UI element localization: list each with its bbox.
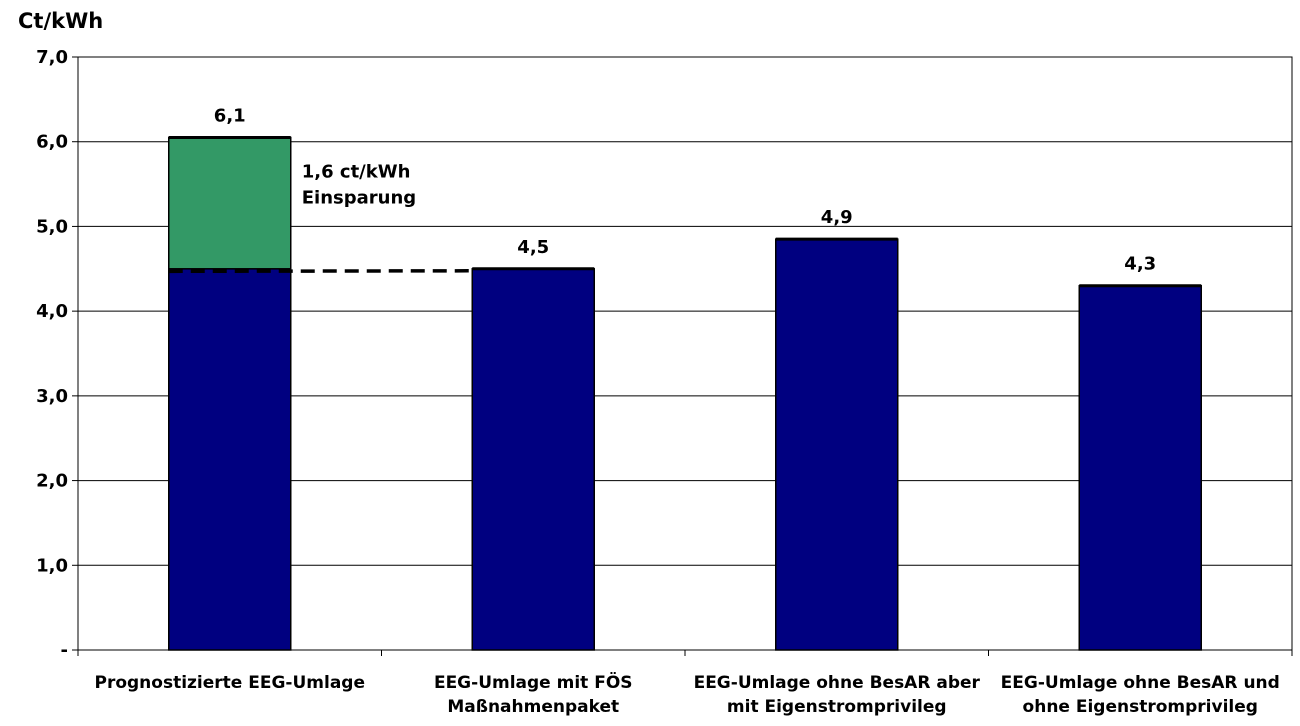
category-label: ohne Eigenstromprivileg xyxy=(1023,697,1258,717)
y-tick-label: 5,0 xyxy=(36,216,68,237)
bar xyxy=(471,268,595,651)
axes xyxy=(72,56,1293,656)
y-tick-label: 6,0 xyxy=(36,132,68,153)
y-tick-label: 7,0 xyxy=(36,47,68,68)
labels: - 1,0 2,0 3,0 4,0 5,0 6,0 7,0 6,1 Prognostizierte… xyxy=(36,47,1280,717)
category-label: Prognostizierte EEG-Umlage xyxy=(94,673,365,693)
bar xyxy=(168,268,292,651)
bar-segment-savings xyxy=(168,136,292,270)
y-tick-label: 2,0 xyxy=(36,471,68,492)
data-label: 4,5 xyxy=(517,237,549,258)
reference-dashed-line xyxy=(168,269,473,274)
bars xyxy=(168,135,1202,651)
y-tick-label: 3,0 xyxy=(36,386,68,407)
category-label: EEG-Umlage ohne BesAR aber xyxy=(694,673,981,693)
data-label: 4,3 xyxy=(1124,254,1156,275)
bar xyxy=(775,238,899,651)
savings-annotation: Einsparung xyxy=(302,187,416,208)
savings-annotation: 1,6 ct/kWh xyxy=(302,161,411,182)
y-axis-label: Ct/kWh xyxy=(18,9,103,33)
category-label: mit Eigenstromprivileg xyxy=(727,697,947,717)
category-label: Maßnahmenpaket xyxy=(447,697,619,717)
data-label: 4,9 xyxy=(821,207,853,228)
y-tick-label: 1,0 xyxy=(36,555,68,576)
data-label: 6,1 xyxy=(214,105,246,126)
bar xyxy=(1078,284,1202,651)
category-label: EEG-Umlage ohne BesAR und xyxy=(1001,673,1280,693)
y-tick-label: - xyxy=(61,640,68,661)
y-tick-label: 4,0 xyxy=(36,301,68,322)
category-label: EEG-Umlage mit FÖS xyxy=(434,671,633,693)
